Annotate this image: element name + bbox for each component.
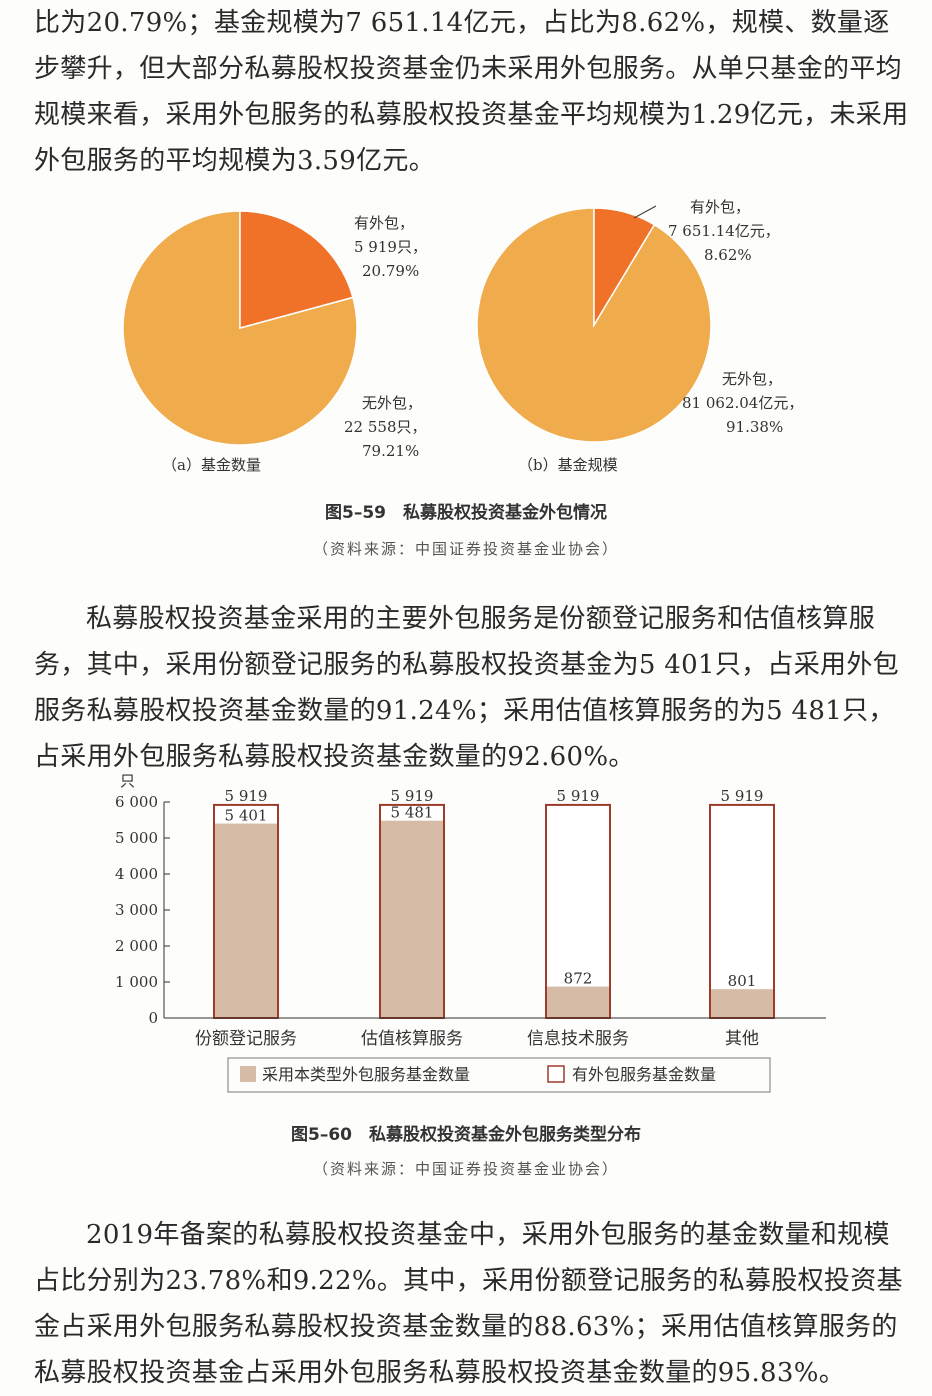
bar-total-bg	[546, 804, 610, 1018]
paragraph-1: 比为20.79%；基金规模为7 651.14亿元，占比为8.62%，规模、数量逐…	[34, 8, 909, 176]
paragraph-3: 2019年备案的私募股权投资基金中，采用外包服务的基金数量和规模占比分别为23.…	[34, 1220, 903, 1388]
bar-adopted-value-label: 872	[564, 970, 593, 988]
pie-b-not-outsourced-label-3: 91.38%	[726, 418, 783, 436]
pie-a-outsourced-label-1: 有外包，	[354, 214, 414, 232]
pie-a-outsourced-label-2: 5 919只，	[354, 238, 427, 256]
pie-a-outsourced-label-3: 20.79%	[362, 262, 419, 280]
legend-label-total: 有外包服务基金数量	[572, 1065, 716, 1084]
y-tick-label: 1 000	[115, 973, 158, 991]
bar-adopted	[214, 823, 278, 1018]
y-tick-label: 3 000	[115, 901, 158, 919]
figure-5-59-title: 图5–59 私募股权投资基金外包情况	[325, 503, 607, 523]
pie-b-leader-line	[633, 205, 657, 219]
y-axis-unit: 只	[120, 772, 135, 790]
pie-a-caption: （a）基金数量	[162, 456, 261, 474]
figure-5-59-pies: 有外包， 5 919只， 20.79% 无外包， 22 558只， 79.21%…	[122, 198, 803, 474]
bar-total-value-label: 5 919	[721, 787, 764, 805]
x-category-label: 估值核算服务	[361, 1029, 463, 1049]
bar-adopted	[546, 986, 610, 1018]
bar-adopted	[380, 820, 444, 1018]
figure-5-60-source: （资料来源：中国证券投资基金业协会）	[312, 1160, 619, 1178]
pie-b-not-outsourced-label-2: 81 062.04亿元，	[682, 394, 803, 412]
bar-total-bg	[710, 804, 774, 1018]
bar-adopted-value-label: 5 401	[225, 807, 268, 825]
bar-adopted-value-label: 5 481	[391, 804, 434, 822]
bar-adopted	[710, 989, 774, 1018]
x-category-label: 其他	[725, 1029, 759, 1049]
y-tick-label: 0	[148, 1009, 158, 1027]
y-tick-label: 2 000	[115, 937, 158, 955]
figure-5-60-bar-chart: 只 采用本类型外包服务基金数量 有外包服务基金数量 0 1 000 2 000 3 0…	[115, 772, 826, 1093]
figure-5-60-title: 图5–60 私募股权投资基金外包服务类型分布	[291, 1125, 641, 1145]
legend-swatch-adopted	[240, 1066, 256, 1082]
bar-total-value-label: 5 919	[225, 787, 268, 805]
y-tick-label: 5 000	[115, 829, 158, 847]
pie-b-slice-outsourced	[593, 207, 656, 328]
legend-box	[227, 1057, 771, 1093]
figure-5-59-source: （资料来源：中国证券投资基金业协会）	[312, 540, 619, 558]
pie-a-slice-outsourced	[239, 210, 354, 329]
pie-b-caption: （b）基金规模	[518, 456, 618, 474]
bar-total-value-label: 5 919	[391, 787, 434, 805]
pie-a-not-outsourced-label-3: 79.21%	[362, 442, 419, 460]
bar-adopted-value-label: 801	[728, 972, 757, 990]
x-category-label: 份额登记服务	[195, 1029, 297, 1049]
bar-total-value-label: 5 919	[557, 787, 600, 805]
paragraph-2: 私募股权投资基金采用的主要外包服务是份额登记服务和估值核算服务，其中，采用份额登…	[34, 604, 899, 772]
pie-b-outsourced-label-2: 7 651.14亿元，	[668, 222, 780, 240]
pie-a-not-outsourced-label-1: 无外包，	[362, 394, 422, 412]
y-tick-label: 4 000	[115, 865, 158, 883]
legend-label-adopted: 采用本类型外包服务基金数量	[262, 1065, 470, 1084]
legend-swatch-total	[547, 1065, 565, 1083]
x-category-label: 信息技术服务	[527, 1029, 629, 1049]
pie-a-not-outsourced-label-2: 22 558只，	[344, 418, 427, 436]
pie-b-not-outsourced-label-1: 无外包，	[722, 370, 782, 388]
y-tick-label: 6 000	[115, 793, 158, 811]
pie-b-outsourced-label-3: 8.62%	[704, 246, 752, 264]
pie-b-outsourced-label-1: 有外包，	[690, 198, 750, 216]
